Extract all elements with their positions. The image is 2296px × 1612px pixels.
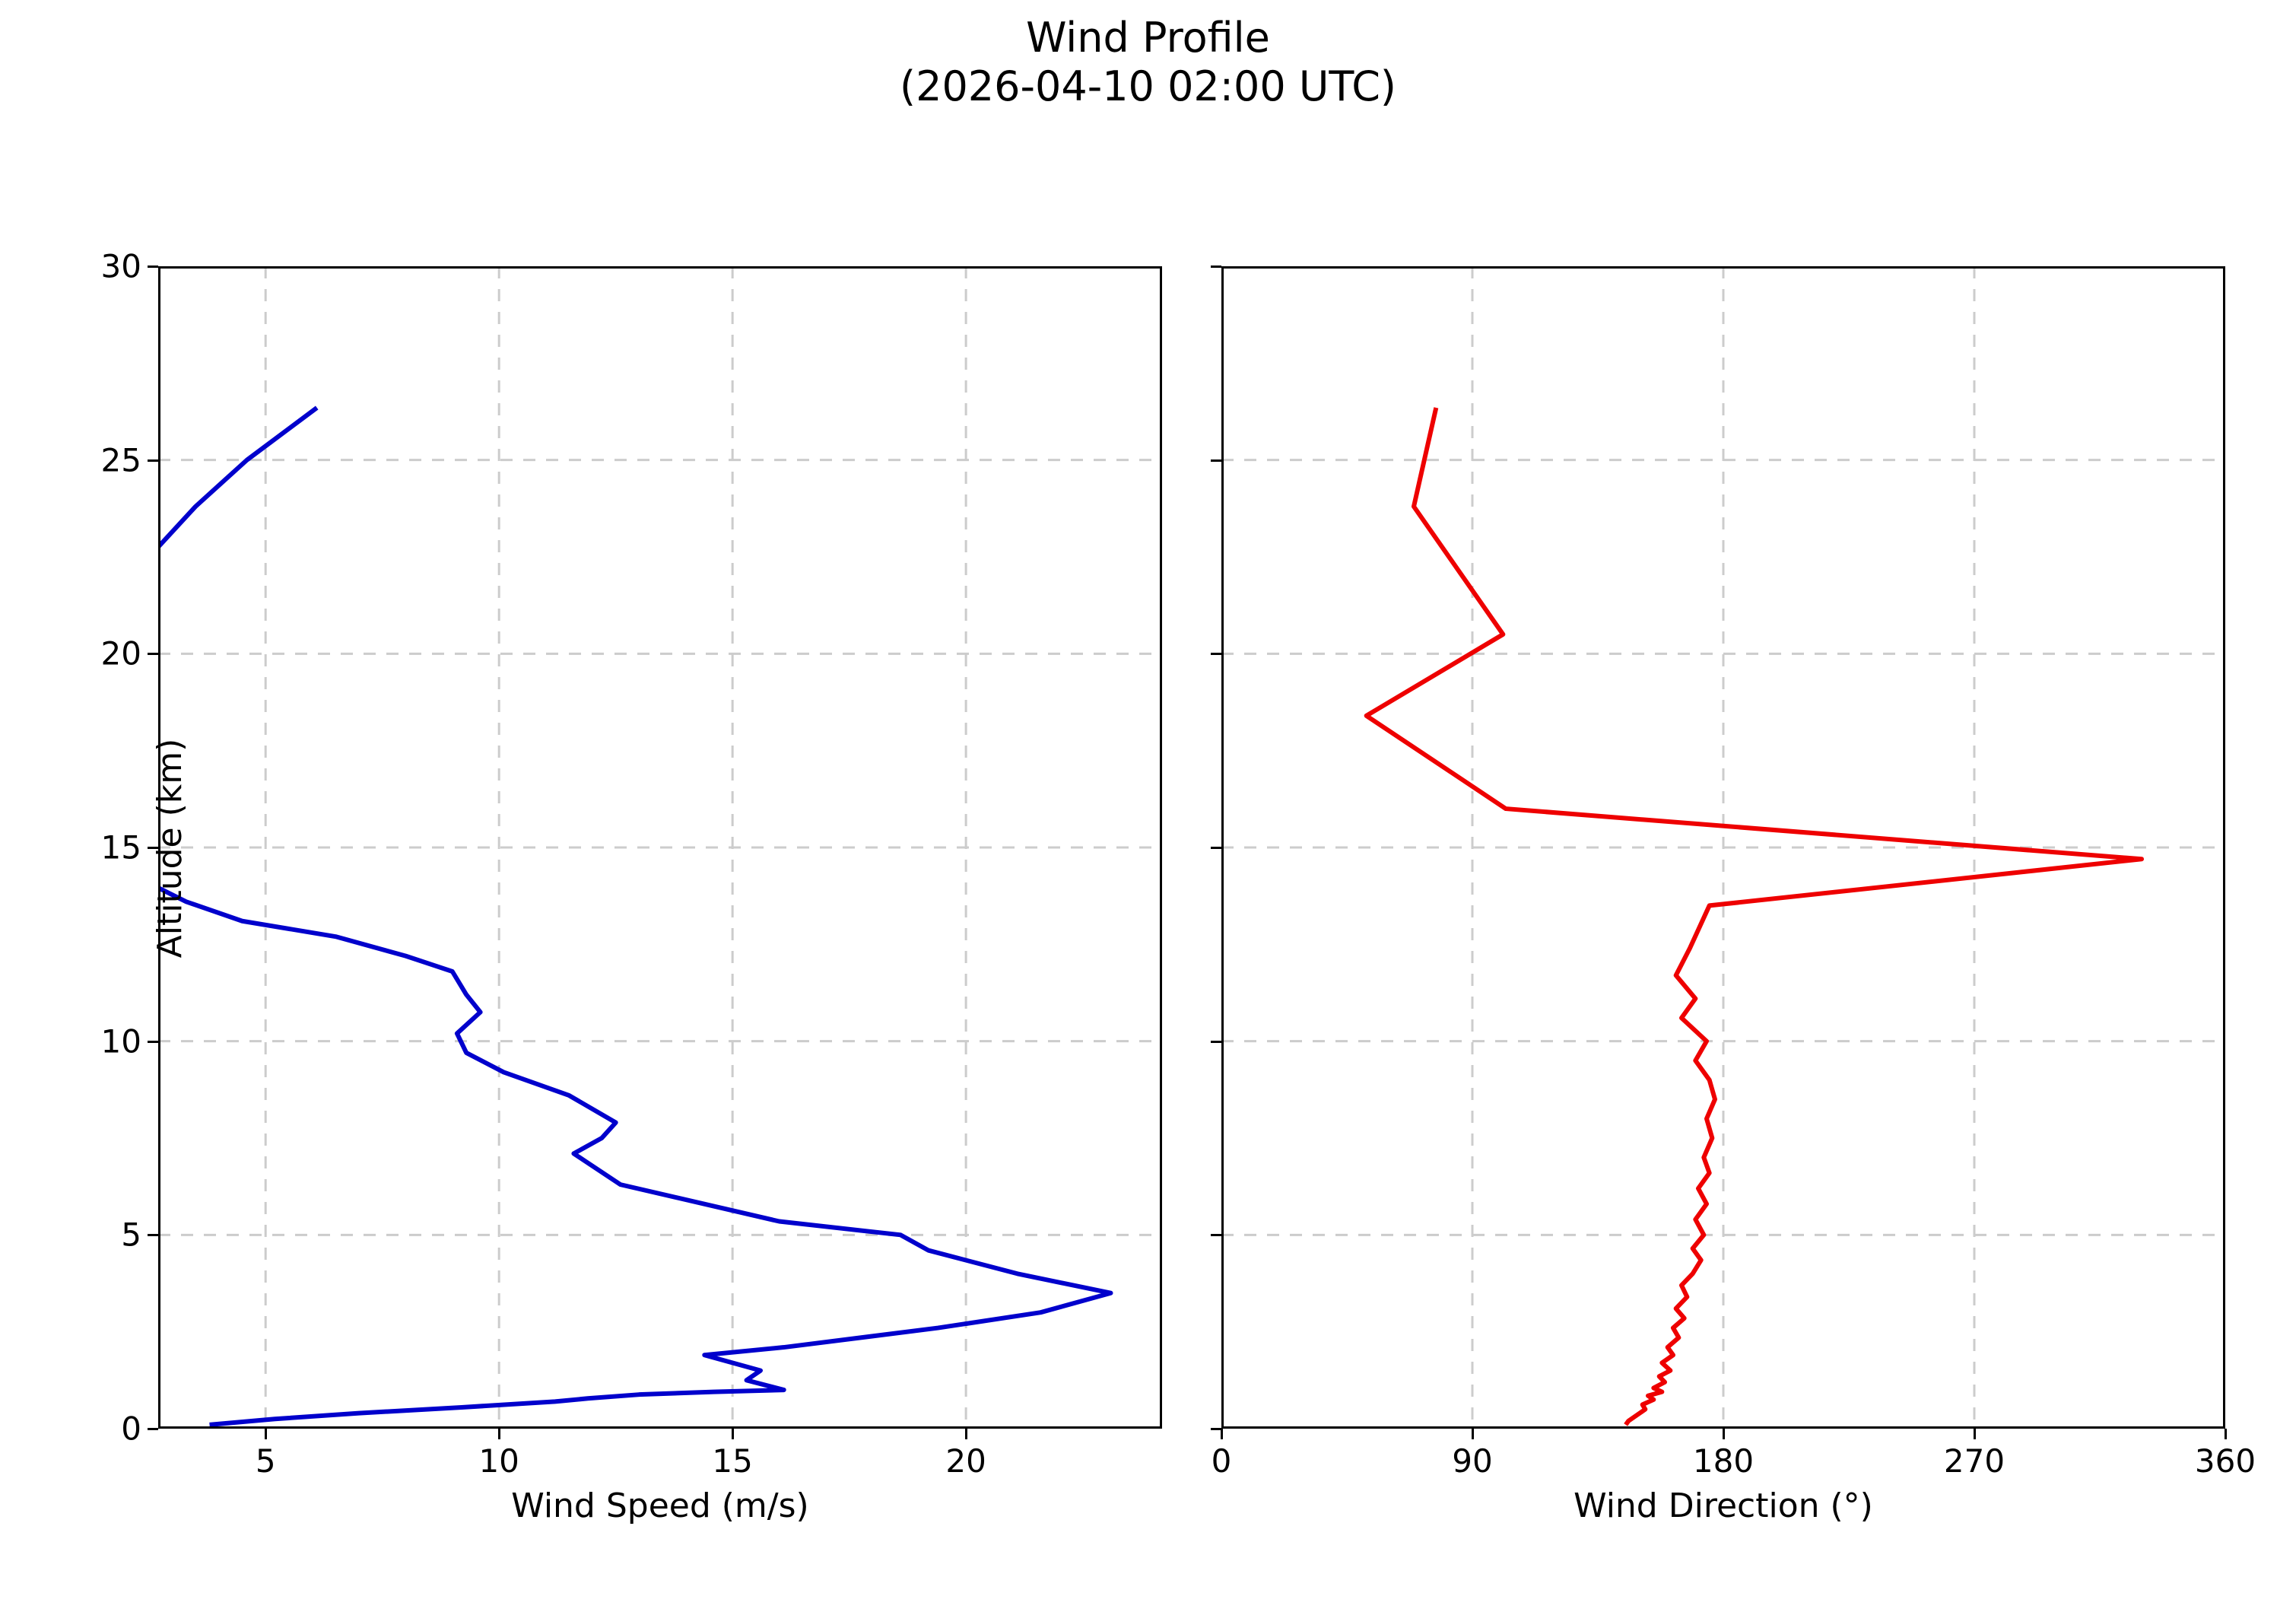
- x-tick-mark: [732, 1429, 735, 1439]
- y-tick-mark: [148, 459, 158, 462]
- y-tick-mark: [1211, 265, 1221, 268]
- x-tick-mark: [498, 1429, 501, 1439]
- y-tick-mark: [148, 847, 158, 849]
- x-tick-label: 0: [1211, 1442, 1232, 1480]
- x-tick-label: 5: [255, 1442, 276, 1480]
- x-tick-label: 20: [945, 1442, 986, 1480]
- y-tick-label: 0: [121, 1410, 141, 1448]
- wind-speed-axes-frame: [158, 266, 1162, 1429]
- figure-title: Wind Profile (2026-04-10 02:00 UTC): [0, 14, 2296, 110]
- y-tick-mark: [1211, 1234, 1221, 1237]
- x-tick-mark: [2225, 1429, 2227, 1439]
- wind-speed-axis-label: Wind Speed (m/s): [511, 1486, 809, 1525]
- x-tick-mark: [1723, 1429, 1725, 1439]
- y-tick-mark: [1211, 653, 1221, 656]
- y-tick-label: 30: [100, 247, 141, 285]
- y-tick-mark: [148, 1040, 158, 1043]
- figure-title-main: Wind Profile: [1026, 14, 1270, 62]
- x-tick-mark: [965, 1429, 968, 1439]
- data-line: [158, 405, 1113, 1427]
- y-tick-mark: [148, 653, 158, 656]
- y-tick-mark: [148, 1428, 158, 1430]
- x-tick-mark: [1221, 1429, 1223, 1439]
- x-tick-label: 10: [478, 1442, 519, 1480]
- x-tick-label: 360: [2194, 1442, 2256, 1480]
- y-tick-mark: [1211, 459, 1221, 462]
- y-tick-mark: [1211, 1428, 1221, 1430]
- y-tick-mark: [1211, 1040, 1221, 1043]
- wind-speed-panel: Altitude (km) Wind Speed (m/s) 0 5 10 15 20 2…: [101, 248, 1162, 1525]
- x-tick-label: 270: [1943, 1442, 2005, 1480]
- y-tick-mark: [148, 265, 158, 268]
- x-tick-mark: [1472, 1429, 1474, 1439]
- figure-subtitle: (2026-04-10 02:00 UTC): [900, 62, 1396, 110]
- y-tick-label: 15: [100, 828, 141, 866]
- y-tick-label: 25: [100, 441, 141, 479]
- x-tick-mark: [1974, 1429, 1976, 1439]
- wind-direction-panel: Wind Direction (°) 0 90 180 270 360: [1211, 265, 2256, 1525]
- x-tick-label: 90: [1452, 1442, 1493, 1480]
- wind-direction-axis-label: Wind Direction (°): [1574, 1486, 1873, 1525]
- x-tick-label: 180: [1692, 1442, 1755, 1480]
- wind-direction-axes-frame: [1221, 266, 2225, 1429]
- y-tick-label: 10: [100, 1022, 141, 1060]
- wind-speed-plot-area: [158, 266, 1162, 1429]
- y-tick-label: 5: [121, 1216, 141, 1254]
- y-tick-mark: [148, 1234, 158, 1237]
- y-tick-label: 20: [100, 634, 141, 672]
- x-tick-label: 15: [712, 1442, 753, 1480]
- x-tick-mark: [265, 1429, 268, 1439]
- y-tick-mark: [1211, 847, 1221, 849]
- wind-direction-plot-area: [1221, 266, 2225, 1429]
- data-line: [1364, 407, 2144, 1426]
